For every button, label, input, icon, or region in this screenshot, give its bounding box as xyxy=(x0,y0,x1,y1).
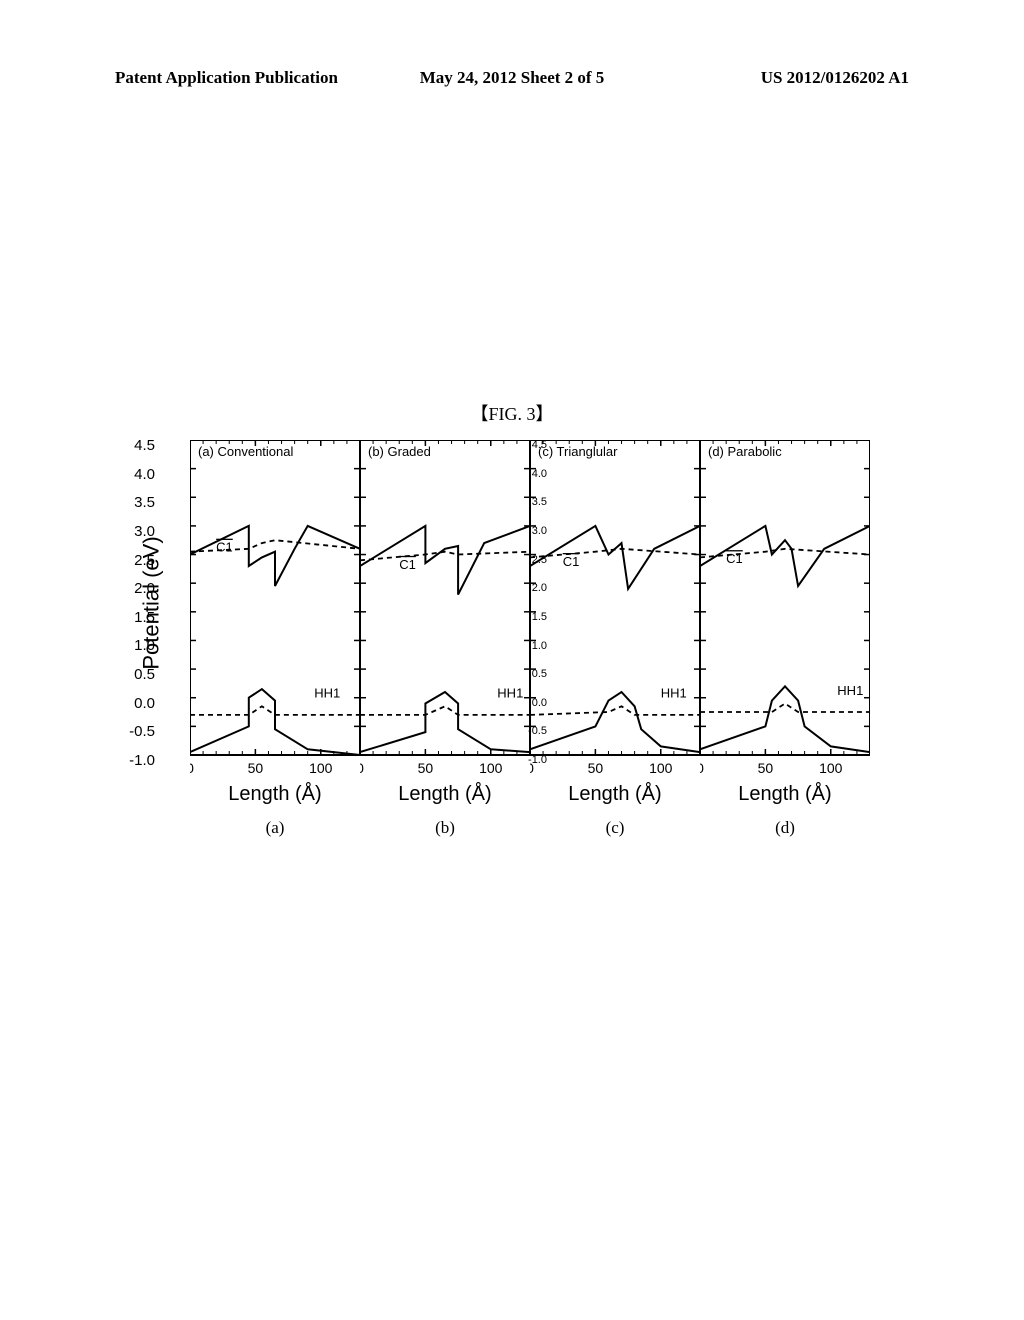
y-tick-inner-label: -1.0 xyxy=(527,754,547,766)
svg-text:0: 0 xyxy=(360,760,364,776)
y-tick-label: 1.0 xyxy=(120,637,155,654)
y-tick-label: -0.5 xyxy=(120,723,155,740)
svg-text:C1: C1 xyxy=(399,557,416,572)
panel-svg: (b) Graded C1 HH1 0 50 100 xyxy=(360,440,530,780)
chart-panel: (d) Parabolic C1 HH1 0 50 100 Length (Å) (… xyxy=(700,440,870,838)
header-center: May 24, 2012 Sheet 2 of 5 xyxy=(420,68,605,88)
y-tick-label: -1.0 xyxy=(120,752,155,769)
svg-text:HH1: HH1 xyxy=(314,686,340,701)
y-tick-inner-label: 2.5 xyxy=(527,554,547,566)
header-left: Patent Application Publication xyxy=(115,68,338,88)
svg-text:100: 100 xyxy=(479,760,503,776)
y-tick-inner-label: 0.5 xyxy=(527,668,547,680)
svg-text:HH1: HH1 xyxy=(661,686,687,701)
svg-text:100: 100 xyxy=(819,760,843,776)
svg-text:(a) Conventional: (a) Conventional xyxy=(198,444,293,459)
y-tick-label: 1.5 xyxy=(120,609,155,626)
panels-row: (a) Conventional C1 HH1 0 50 100 Length (Å… xyxy=(190,440,870,838)
y-tick-inner-label: 2.0 xyxy=(527,582,547,594)
y-tick-inner-label: 1.0 xyxy=(527,640,547,652)
svg-text:(c) Trianglular: (c) Trianglular xyxy=(538,444,618,459)
y-tick-label: 4.5 xyxy=(120,437,155,454)
panel-svg: (d) Parabolic C1 HH1 0 50 100 xyxy=(700,440,870,780)
y-tick-inner-label: -0.5 xyxy=(527,725,547,737)
svg-text:50: 50 xyxy=(418,760,434,776)
svg-text:0: 0 xyxy=(190,760,194,776)
y-tick-inner-label: 3.5 xyxy=(527,496,547,508)
y-tick-inner-label: 4.0 xyxy=(527,468,547,480)
panel-sub-label: (d) xyxy=(700,818,870,838)
y-tick-inner-label: 0.0 xyxy=(527,697,547,709)
panel-sub-label: (c) xyxy=(530,818,700,838)
svg-text:100: 100 xyxy=(309,760,333,776)
figure-title: 【FIG. 3】 xyxy=(470,400,553,426)
svg-text:50: 50 xyxy=(588,760,604,776)
svg-text:(b) Graded: (b) Graded xyxy=(368,444,431,459)
svg-text:100: 100 xyxy=(649,760,673,776)
chart-panel: (a) Conventional C1 HH1 0 50 100 Length (Å… xyxy=(190,440,360,838)
y-tick-label: 0.5 xyxy=(120,666,155,683)
svg-text:HH1: HH1 xyxy=(837,683,863,698)
x-axis-label: Length (Å) xyxy=(360,783,530,806)
svg-text:50: 50 xyxy=(248,760,264,776)
panel-svg: (a) Conventional C1 HH1 0 50 100 xyxy=(190,440,360,780)
y-tick-inner-label: 3.0 xyxy=(527,525,547,537)
y-tick-label: 2.5 xyxy=(120,552,155,569)
svg-text:50: 50 xyxy=(758,760,774,776)
y-tick-inner-label: 4.5 xyxy=(527,439,547,451)
panel-sub-label: (b) xyxy=(360,818,530,838)
svg-text:C1: C1 xyxy=(216,540,233,555)
panel-svg: (c) Trianglular C1 HH1 050100 xyxy=(530,440,700,780)
chart-panel: -1.0 -0.5 0.0 0.5 1.0 1.5 2.0 2.5 3.0 3.5 4.0 4.5 (… xyxy=(530,440,700,838)
y-tick-label: 3.5 xyxy=(120,494,155,511)
panel-sub-label: (a) xyxy=(190,818,360,838)
x-axis-label: Length (Å) xyxy=(700,783,870,806)
y-tick-inner-label: 1.5 xyxy=(527,611,547,623)
y-tick-label: 4.0 xyxy=(120,466,155,483)
x-axis-label: Length (Å) xyxy=(190,783,360,806)
y-tick-label: 3.0 xyxy=(120,523,155,540)
svg-text:0: 0 xyxy=(700,760,704,776)
svg-text:(d) Parabolic: (d) Parabolic xyxy=(708,444,782,459)
header-right: US 2012/0126202 A1 xyxy=(761,68,909,88)
x-axis-label: Length (Å) xyxy=(530,783,700,806)
svg-text:C1: C1 xyxy=(563,554,580,569)
svg-text:C1: C1 xyxy=(726,551,743,566)
y-tick-label: 2.0 xyxy=(120,580,155,597)
page-header: Patent Application Publication May 24, 2… xyxy=(0,68,1024,88)
svg-text:HH1: HH1 xyxy=(497,686,523,701)
chart-panel: (b) Graded C1 HH1 0 50 100 Length (Å) (b) xyxy=(360,440,530,838)
figure-container: Potential (eV) -1.0-0.50.00.51.01.52.02.… xyxy=(105,440,915,850)
y-tick-label: 0.0 xyxy=(120,695,155,712)
